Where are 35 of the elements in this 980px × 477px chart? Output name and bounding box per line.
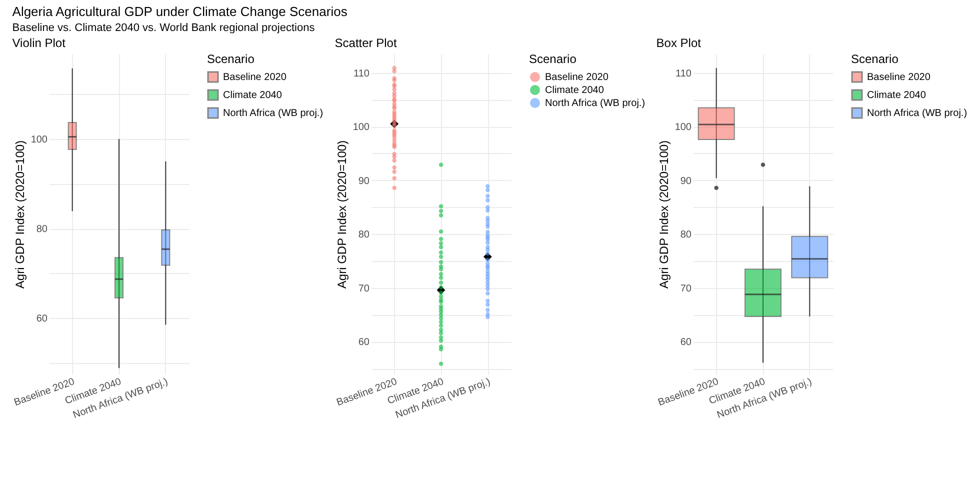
y-tick-label: 80 [358,230,370,241]
legend-title: Scenario [207,52,255,66]
legend-title: Scenario [851,52,899,66]
legend-label: Climate 2040 [545,85,604,96]
y-axis-title: Agri GDP Index (2020=100) [334,140,349,289]
legend-title: Scenario [529,52,577,66]
y-tick-label: 90 [680,176,692,187]
text: Baseline vs. Climate 2040 vs. World Bank regional projections [12,22,316,34]
y-tick-label: 100 [352,122,370,134]
legend-label: Baseline 2020 [867,72,931,83]
y-tick-label: 110 [676,68,692,80]
y-tick-label: 110 [354,68,370,80]
legend-label: North Africa (WB proj.) [223,108,324,119]
y-tick-label: 60 [358,337,370,348]
y-tick-label: 100 [30,134,48,146]
chart-title: Violin Plot [12,36,66,50]
chart-title: Box Plot [656,36,702,50]
legend-label: Climate 2040 [867,90,926,101]
y-tick-label: 60 [680,337,692,348]
legend-label: North Africa (WB proj.) [867,108,968,119]
y-axis-title: Agri GDP Index (2020=100) [656,140,671,289]
y-tick-label: 90 [358,176,370,187]
y-tick-label: 80 [680,230,692,241]
chart-title: Scatter Plot [334,36,398,50]
y-tick-label: 100 [674,122,692,134]
y-tick-label: 70 [680,283,692,294]
y-axis-title: Agri GDP Index (2020=100) [12,140,27,289]
legend-label: Climate 2040 [223,90,282,101]
y-tick-label: 80 [36,224,48,236]
y-tick-label: 70 [358,283,370,294]
legend-label: Baseline 2020 [545,72,609,83]
legend-label: Baseline 2020 [223,72,287,83]
y-tick-label: 60 [36,314,48,325]
text: Algeria Agricultural GDP under Climate Change Scenarios [12,4,348,19]
legend-label: North Africa (WB proj.) [545,98,646,109]
